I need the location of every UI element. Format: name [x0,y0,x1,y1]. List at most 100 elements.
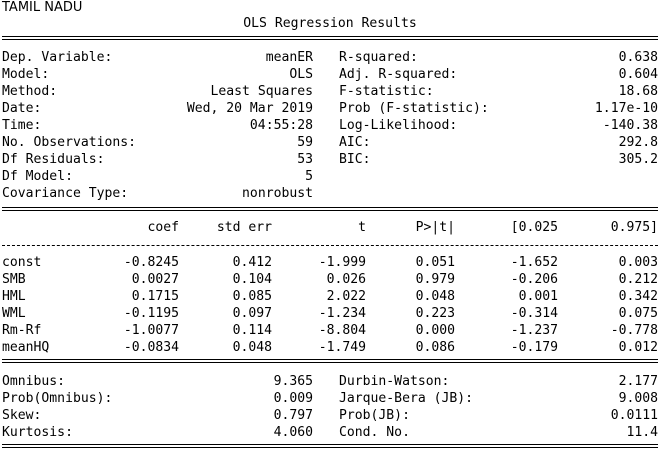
double-rule-bottom [2,444,658,448]
coef-cell: 0.097 [232,306,272,321]
summary-right-label: F-statistic: [339,84,434,99]
coef-cell: 0.012 [618,340,658,355]
dashed-rule-header [2,245,658,246]
summary-right-label: R-squared: [339,50,418,65]
coef-cell: 0.086 [415,340,455,355]
summary-left-value: 5 [305,169,313,184]
coef-cell: -1.237 [510,323,558,338]
coef-cell: -0.0834 [123,340,179,355]
summary-left-label: Dep. Variable: [2,50,113,65]
double-rule-after-summary [2,207,658,211]
summary-right-label: Prob (F-statistic): [339,101,489,116]
summary-right-value: 1.17e-10 [594,101,658,116]
coef-cell: -0.179 [510,340,558,355]
diagnostic-right-label: Durbin-Watson: [339,374,450,389]
diagnostic-right-value: 2.177 [618,374,658,389]
diagnostic-left-value: 0.797 [273,408,313,423]
coef-cell: 0.342 [618,289,658,304]
summary-left-value: 53 [297,152,313,167]
coef-cell: 0.212 [618,272,658,287]
diagnostic-right-value: 11.4 [626,425,658,440]
summary-right-value: 0.638 [618,50,658,65]
coef-row-name: WML [2,306,26,321]
summary-left-value: Wed, 20 Mar 2019 [186,101,313,116]
summary-right-label: BIC: [339,152,371,167]
summary-right-label: Adj. R-squared: [339,67,458,82]
summary-right-value: -140.38 [602,118,658,133]
coef-cell: 0.104 [232,272,272,287]
summary-right-value: 0.604 [618,67,658,82]
diagnostic-right-label: Prob(JB): [339,408,410,423]
summary-left-label: Model: [2,67,50,82]
coef-cell: 2.022 [326,289,366,304]
coef-cell: 0.223 [415,306,455,321]
summary-right-label: AIC: [339,135,371,150]
coef-cell: 0.412 [232,255,272,270]
coef-cell: 0.114 [232,323,272,338]
coef-cell: -1.0077 [123,323,179,338]
diagnostic-left-value: 4.060 [273,425,313,440]
summary-left-label: Df Model: [2,169,73,184]
summary-right-value: 305.2 [618,152,658,167]
coef-cell: -1.999 [318,255,366,270]
diagnostic-left-label: Kurtosis: [2,425,73,440]
summary-left-value: nonrobust [242,186,313,201]
coef-cell: 0.075 [618,306,658,321]
coef-cell: 0.1715 [131,289,179,304]
coef-cell: 0.0027 [131,272,179,287]
coef-cell: -0.314 [510,306,558,321]
diagnostic-right-label: Cond. No. [339,425,410,440]
diagnostic-right-label: Jarque-Bera (JB): [339,391,474,406]
summary-left-label: No. Observations: [2,135,137,150]
summary-left-label: Date: [2,101,42,116]
diagnostic-left-label: Omnibus: [2,374,66,389]
coef-row-name: Rm-Rf [2,323,42,338]
coef-cell: 0.026 [326,272,366,287]
diagnostic-right-value: 9.008 [618,391,658,406]
coef-cell: -0.1195 [123,306,179,321]
diagnostic-left-value: 9.365 [273,374,313,389]
summary-left-value: 59 [297,135,313,150]
summary-left-label: Df Residuals: [2,152,105,167]
coef-row-name: SMB [2,272,26,287]
coef-cell: 0.001 [518,289,558,304]
diagnostic-left-label: Skew: [2,408,42,423]
coef-header: 0.975] [610,220,658,235]
summary-left-value: OLS [289,67,313,82]
summary-left-value: 04:55:28 [249,118,313,133]
coef-cell: 0.051 [415,255,455,270]
report-title: OLS Regression Results [243,16,417,31]
coef-header: t [358,220,366,235]
coef-row-name: HML [2,289,26,304]
coef-cell: -8.804 [318,323,366,338]
coef-cell: 0.000 [415,323,455,338]
summary-left-value: meanER [265,50,313,65]
summary-left-label: Covariance Type: [2,186,129,201]
coef-header: P>|t| [415,220,455,235]
diagnostic-left-label: Prob(Omnibus): [2,391,113,406]
summary-right-value: 18.68 [618,84,658,99]
region-label: TAMIL NADU [2,0,83,15]
coef-cell: 0.048 [232,340,272,355]
diagnostic-right-value: 0.0111 [610,408,658,423]
coef-row-name: meanHQ [2,340,50,355]
double-rule-after-coef [2,359,658,363]
summary-right-label: Log-Likelihood: [339,118,458,133]
coef-cell: 0.003 [618,255,658,270]
summary-left-label: Time: [2,118,42,133]
diagnostic-left-value: 0.009 [273,391,313,406]
coef-cell: -0.206 [510,272,558,287]
summary-left-label: Method: [2,84,58,99]
double-rule-top [2,36,658,40]
coef-cell: -1.652 [510,255,558,270]
summary-left-value: Least Squares [210,84,313,99]
coef-cell: 0.085 [232,289,272,304]
coef-header: coef [147,220,179,235]
coef-cell: -1.749 [318,340,366,355]
coef-cell: 0.048 [415,289,455,304]
coef-cell: -0.8245 [123,255,179,270]
coef-header: std err [216,220,272,235]
coef-header: [0.025 [510,220,558,235]
coef-cell: 0.979 [415,272,455,287]
